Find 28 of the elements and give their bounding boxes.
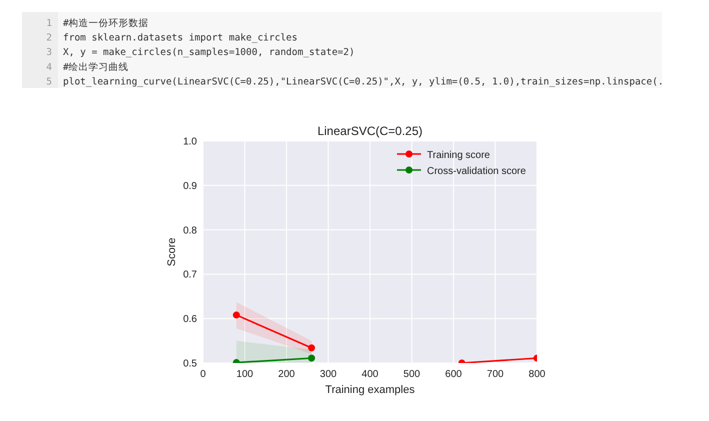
x-tick-label: 500 (403, 369, 421, 380)
y-tick-label: 0.9 (183, 180, 198, 192)
x-tick-label: 200 (278, 369, 296, 380)
text: 3 X, y = make_circles(n_samples=1000, random_state=2) (46, 47, 355, 58)
x-tick-label: 600 (445, 369, 462, 380)
legend-label: Cross-validation score (427, 166, 526, 177)
text: 1 #构造一份环形数据 (46, 17, 149, 29)
x-tick-label: 0 (200, 369, 206, 380)
text: 5 plot_learning_curve(LinearSVC(C=0.25),"LinearSVC(C=0.25)",X, y, ylim=(0.5, 1.0),train_sizes=np.linspace(. (46, 76, 664, 88)
chart-title: LinearSVC(C=0.25) (317, 124, 423, 138)
y-tick-label: 0.8 (183, 225, 198, 236)
y-tick-label: 1.0 (183, 136, 198, 148)
text: 4 #绘出学习曲线 (46, 60, 129, 73)
y-axis-title: Score (166, 238, 178, 266)
x-tick-label: 800 (528, 369, 546, 380)
y-tick-label: 0.6 (183, 314, 198, 326)
point (308, 344, 316, 352)
x-tick-label: 100 (236, 369, 254, 380)
x-tick-label: 700 (486, 369, 504, 380)
y-tick-label: 0.5 (183, 358, 198, 370)
legend-label: Training score (427, 150, 490, 161)
y-tick-label: 0.7 (183, 270, 198, 281)
x-tick-label: 300 (320, 369, 338, 380)
x-axis-title: Training examples (325, 384, 416, 396)
text: 2 from sklearn.datasets import make_circles (46, 32, 298, 44)
point (232, 312, 240, 319)
point (308, 354, 316, 362)
x-tick-label: 400 (362, 369, 379, 380)
